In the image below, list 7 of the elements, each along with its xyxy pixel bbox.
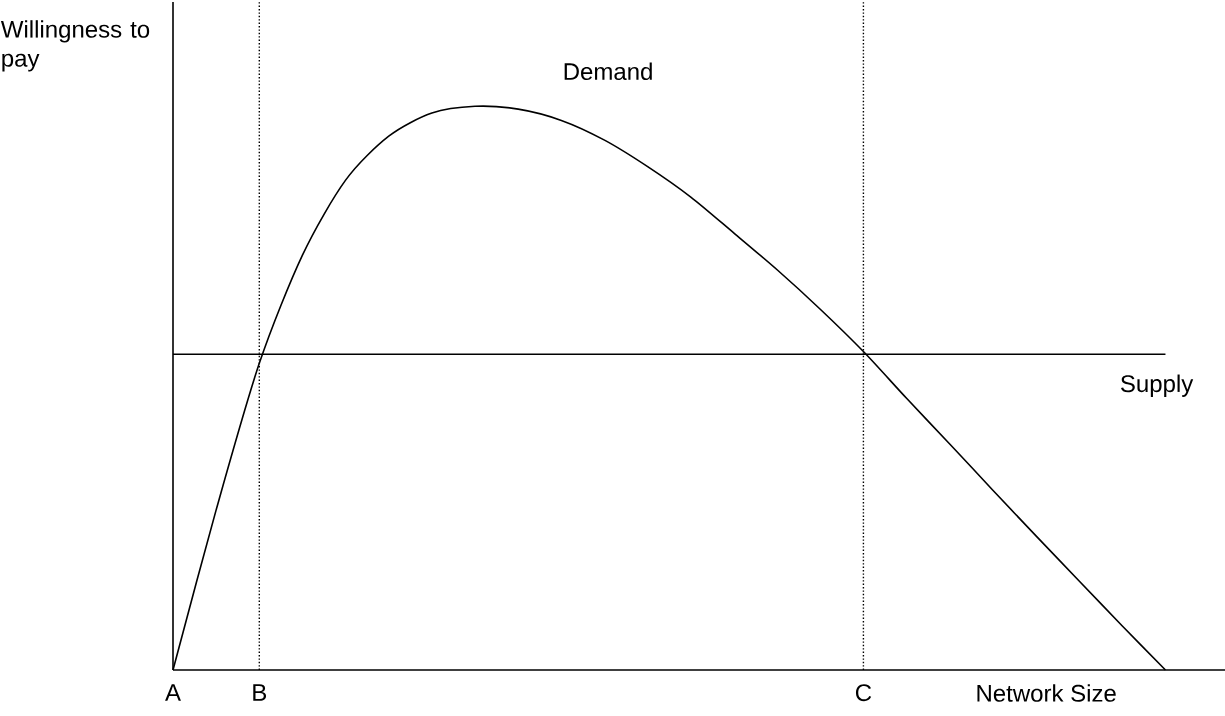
x-axis-title: Network Size: [977, 684, 1116, 702]
series-label: Demand: [564, 62, 652, 81]
x-tick-label: B: [253, 684, 267, 701]
y-axis-title: Willingness to pay: [0, 20, 150, 72]
x-tick-label: C: [855, 684, 872, 702]
series-label: Supply: [1120, 374, 1194, 397]
x-tick-label: A: [165, 684, 181, 701]
